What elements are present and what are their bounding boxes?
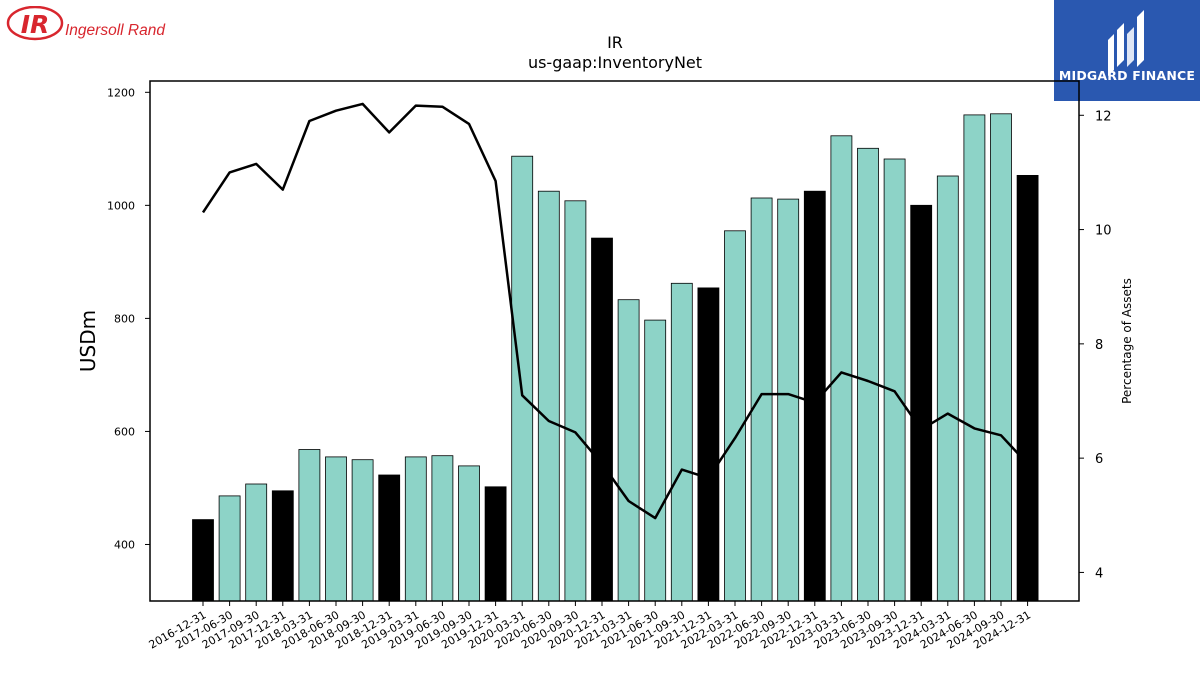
bar-2024-06-30 (963, 114, 986, 602)
bar-2023-12-31 (910, 204, 933, 602)
y-tick-label: 600 (114, 425, 135, 438)
bar-2017-12-31 (271, 490, 294, 602)
bar-2024-09-30 (990, 113, 1012, 602)
y-axis-label: USDm (76, 310, 100, 372)
y2-axis-label: Percentage of Assets (1120, 278, 1134, 404)
bar-2024-03-31 (936, 175, 959, 602)
logo-company-name: Ingersoll Rand (65, 22, 166, 39)
midgard-logo-icon (1108, 10, 1144, 76)
plot-frame (149, 80, 1080, 602)
percentage-of-assets-line (201, 102, 1029, 520)
bar-2021-06-30 (644, 319, 667, 602)
ingersoll-rand-logo: IR Ingersoll Rand (6, 6, 166, 41)
bar-2020-03-31 (511, 155, 534, 602)
bar-2018-09-30 (351, 459, 374, 602)
y-tick-label: 1200 (107, 86, 135, 99)
y-tick-label: 800 (114, 312, 135, 325)
bar-2022-06-30 (750, 197, 773, 602)
chart-title: IR (607, 33, 623, 52)
bar-2018-03-31 (298, 449, 321, 602)
brand-name: MIDGARD FINANCE (1058, 68, 1196, 83)
midgard-finance-badge: MIDGARD FINANCE (1054, 0, 1200, 101)
bar-2019-12-31 (484, 486, 507, 602)
bar-2019-06-30 (431, 455, 454, 602)
bar-2021-09-30 (670, 282, 693, 602)
logo-monogram: IR (21, 10, 50, 39)
y-tick-label: 400 (114, 538, 135, 551)
bar-2022-03-31 (724, 230, 746, 602)
bar-2021-03-31 (617, 299, 640, 602)
y-axis-left: 400 600 800 1000 1200 (107, 86, 150, 551)
bar-2023-06-30 (857, 147, 879, 602)
bar-2017-06-30 (218, 495, 241, 602)
bar-2019-03-31 (404, 456, 427, 602)
line-series (201, 102, 1029, 520)
y2-tick-label: 12 (1095, 109, 1112, 124)
bar-2024-12-31 (1016, 174, 1039, 602)
y2-tick-label: 6 (1095, 452, 1103, 467)
bar-2020-12-31 (591, 237, 613, 602)
x-axis: 2016-12-312017-06-302017-09-302017-12-31… (147, 601, 1033, 652)
logo-ring-icon (6, 6, 64, 41)
bar-2016-12-31 (192, 519, 214, 602)
y2-tick-label: 10 (1095, 224, 1112, 239)
bar-2019-09-30 (458, 465, 480, 602)
bar-2018-12-31 (378, 474, 401, 602)
bar-2021-12-31 (697, 287, 720, 602)
bar-2022-09-30 (777, 198, 800, 602)
bar-2018-06-30 (325, 456, 347, 602)
y-tick-label: 1000 (107, 199, 135, 212)
chart-subtitle: us-gaap:InventoryNet (528, 53, 702, 72)
bar-2017-09-30 (245, 483, 268, 602)
bar-2023-03-31 (830, 135, 853, 602)
bar-2023-09-30 (883, 158, 906, 602)
bar-series (192, 113, 1039, 602)
y2-tick-label: 4 (1095, 566, 1103, 581)
y-axis-right: 4 6 8 10 12 (1079, 109, 1112, 581)
y2-tick-label: 8 (1095, 338, 1103, 353)
bar-2020-09-30 (564, 200, 587, 602)
bar-2020-06-30 (537, 190, 560, 602)
